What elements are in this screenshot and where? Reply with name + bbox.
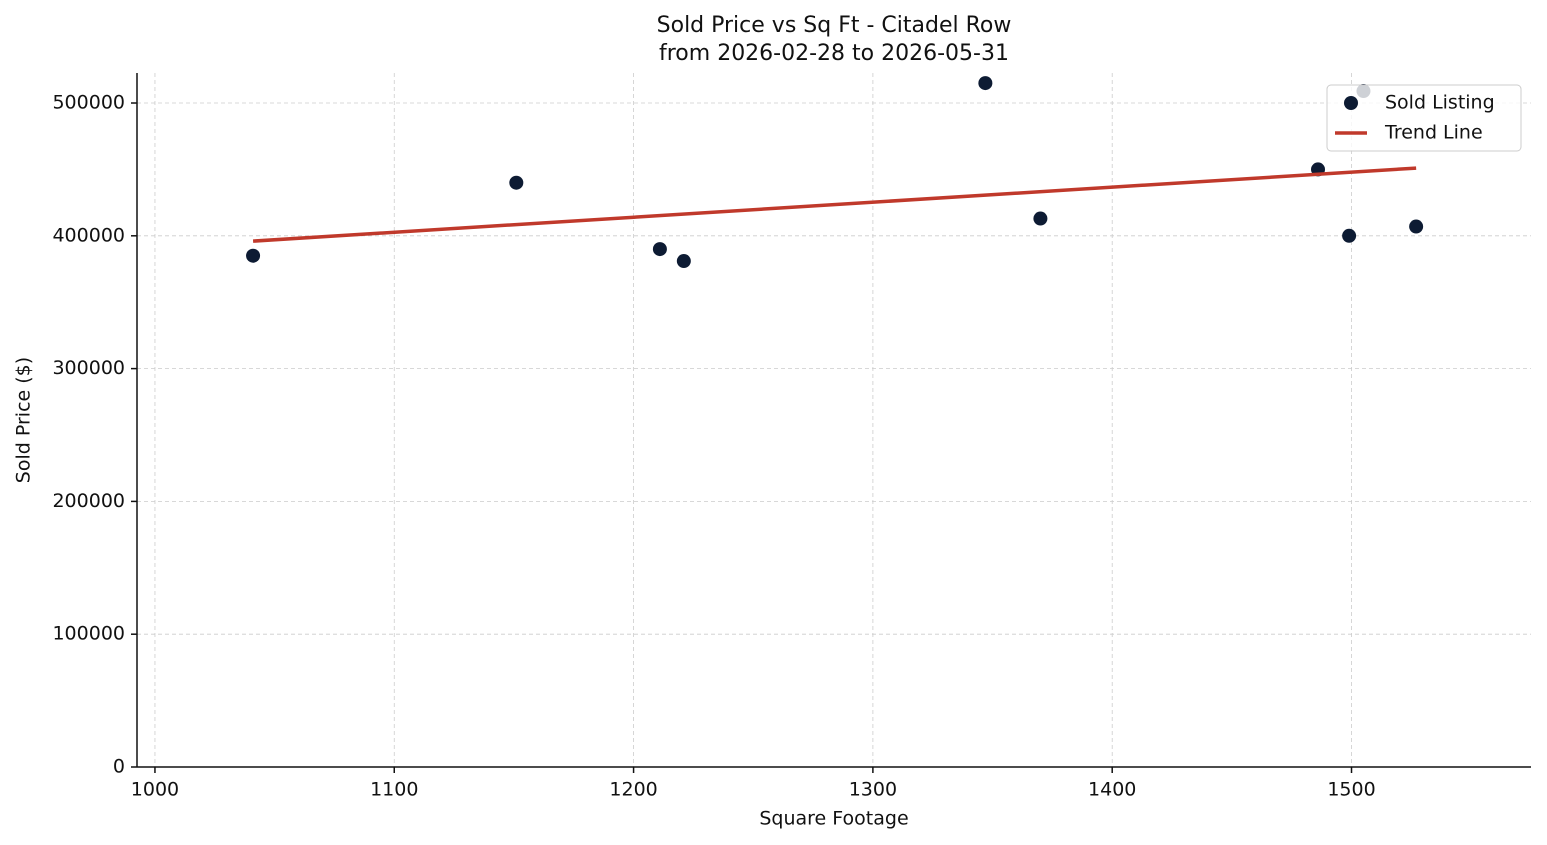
y-axis-label: Sold Price ($) — [13, 357, 35, 483]
legend-label: Sold Listing — [1385, 92, 1495, 114]
x-axis-label: Square Footage — [759, 808, 908, 830]
y-tick-label: 0 — [113, 756, 125, 778]
legend-swatch — [1344, 96, 1358, 110]
chart-subtitle: from 2026-02-28 to 2026-05-31 — [659, 41, 1009, 66]
legend-box — [1326, 84, 1522, 152]
point — [246, 248, 261, 263]
point — [652, 242, 667, 257]
y-tick-label: 200000 — [52, 490, 125, 512]
x-tick-label: 1300 — [849, 779, 897, 801]
y-tick-label: 100000 — [52, 623, 125, 645]
y-tick-label: 500000 — [52, 92, 125, 114]
x-tick-label: 1100 — [370, 779, 418, 801]
x-tick-label: 1400 — [1088, 779, 1136, 801]
point — [1342, 228, 1357, 243]
point — [1033, 211, 1048, 226]
y-tick-label: 400000 — [52, 224, 125, 246]
legend-label: Trend Line — [1384, 122, 1483, 144]
point — [1409, 219, 1424, 234]
x-tick-label: 1000 — [131, 779, 179, 801]
point — [676, 254, 691, 269]
point — [978, 76, 993, 91]
point — [509, 175, 524, 190]
x-tick-label: 1500 — [1327, 779, 1375, 801]
chart-title: Sold Price vs Sq Ft - Citadel Row — [657, 13, 1012, 38]
legend: Sold Listing Trend Line — [1326, 84, 1522, 152]
trend-line — [252, 166, 1417, 243]
y-tick-label: 300000 — [52, 357, 125, 379]
x-tick-label: 1200 — [609, 779, 657, 801]
